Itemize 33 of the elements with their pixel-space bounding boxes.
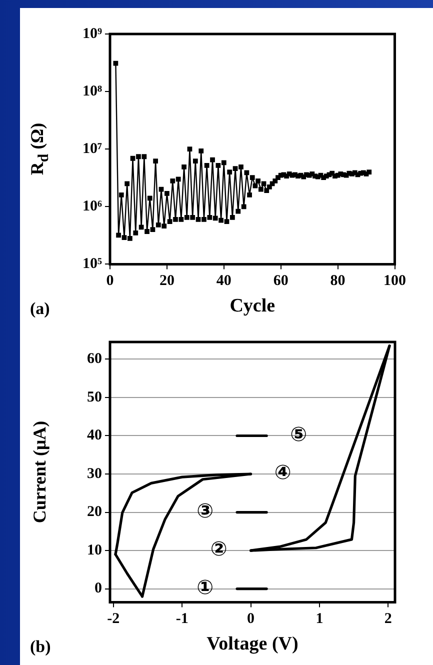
x-tick-label: 2: [384, 611, 392, 628]
y-tick-label: 10⁵: [82, 256, 102, 272]
x-tick-label: 80: [330, 273, 346, 290]
x-tick-label: 0: [247, 611, 255, 628]
x-axis-title: Voltage (V): [206, 634, 298, 655]
y-tick-label: 50: [87, 389, 102, 406]
series-label: ⑤: [290, 422, 308, 446]
y-tick-label: 10⁶: [82, 198, 102, 215]
y-tick-label: 0: [94, 580, 102, 597]
y-tick-label: 10⁸: [82, 83, 102, 100]
y-tick-label: 60: [87, 351, 102, 368]
y-axis-title: Current (μA): [30, 420, 50, 524]
x-tick-label: 0: [106, 273, 114, 290]
series-label: ③: [196, 498, 214, 522]
y-tick-label: 10⁹: [82, 26, 102, 42]
x-tick-label: 1: [316, 611, 324, 628]
x-axis-title: Cycle: [230, 296, 276, 317]
x-tick-label: -1: [176, 611, 188, 628]
x-tick-label: 60: [273, 273, 288, 290]
y-tick-label: 20: [87, 504, 102, 520]
y-tick-label: 10⁷: [82, 140, 102, 157]
y-tick-label: 40: [87, 428, 102, 444]
y-tick-label: 30: [87, 466, 102, 482]
series-label: ②: [210, 536, 228, 561]
x-tick-label: 40: [216, 273, 232, 290]
text: (b): [30, 636, 51, 656]
series-label: ①: [196, 575, 214, 600]
y-tick-label: 10: [87, 542, 102, 558]
x-tick-label: 100: [384, 273, 406, 290]
text: (a): [30, 298, 50, 318]
x-tick-label: -2: [107, 611, 120, 628]
x-tick-label: 20: [159, 273, 174, 290]
series-label: ④: [274, 460, 292, 484]
